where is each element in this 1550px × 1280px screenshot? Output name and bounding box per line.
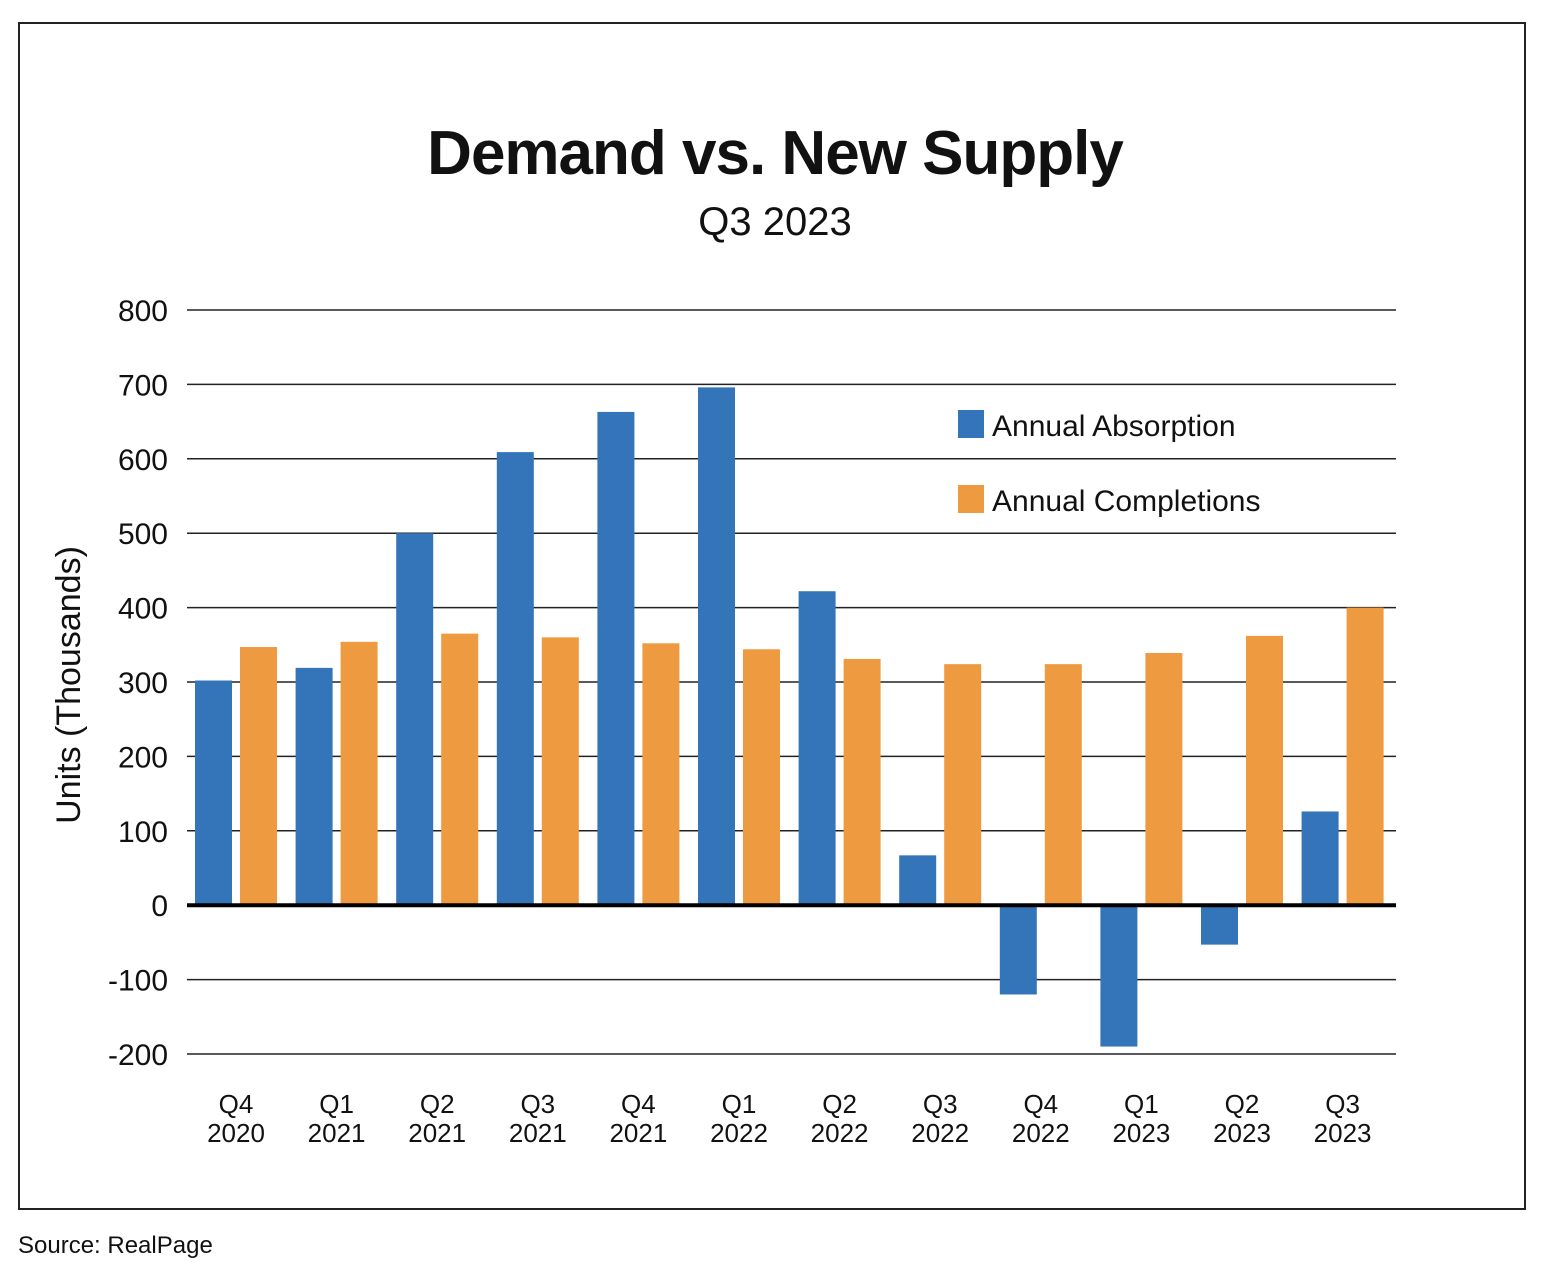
legend-label-absorption: Annual Absorption	[992, 410, 1236, 443]
x-tick-label: 2023	[1314, 1118, 1372, 1148]
grid-lines	[187, 309, 1396, 1055]
x-tick-label: 2021	[509, 1118, 567, 1148]
y-tick-label: 100	[118, 816, 168, 849]
absorption-bar	[295, 667, 333, 906]
x-tick-label: Q3	[520, 1089, 555, 1119]
absorption-bar	[698, 387, 735, 906]
absorption-bar	[1201, 905, 1238, 945]
completions-bar	[944, 664, 982, 906]
completions-bar	[1044, 664, 1082, 906]
y-tick-label: 400	[118, 593, 168, 626]
chart-title: Demand vs. New Supply	[427, 119, 1124, 188]
y-axis-label: Units (Thousands)	[50, 546, 88, 824]
completions-bar	[240, 647, 277, 906]
y-tick-label: 600	[118, 444, 168, 477]
absorption-bar	[396, 533, 434, 906]
x-tick-label: 2023	[1213, 1118, 1271, 1148]
absorption-bar	[798, 591, 836, 906]
completions-bar	[642, 643, 680, 906]
chart-frame	[18, 22, 1526, 1210]
absorption-bar	[195, 680, 232, 906]
x-tick-label: 2022	[710, 1118, 768, 1148]
y-tick-label: 0	[151, 890, 168, 923]
y-tick-label: 700	[118, 369, 168, 402]
x-tick-label: Q4	[219, 1089, 254, 1119]
legend-swatch-absorption	[958, 410, 984, 438]
x-tick-label: 2021	[308, 1118, 366, 1148]
x-tick-labels: Q42020Q12021Q22021Q32021Q42021Q12022Q220…	[207, 1089, 1371, 1148]
chart-subtitle: Q3 2023	[698, 200, 852, 244]
x-tick-label: Q2	[420, 1089, 455, 1119]
absorption-bar	[597, 411, 635, 906]
y-tick-label: -100	[108, 965, 168, 998]
x-tick-label: 2022	[811, 1118, 869, 1148]
x-tick-label: Q1	[1124, 1089, 1159, 1119]
x-tick-label: Q1	[319, 1089, 354, 1119]
bars	[195, 387, 1384, 1047]
x-tick-label: 2021	[609, 1118, 667, 1148]
x-tick-label: Q1	[722, 1089, 757, 1119]
legend: Annual Absorption Annual Completions	[958, 410, 1261, 518]
y-tick-labels: 800 700 600 500 400 300 200 100 0 -100 -200	[108, 295, 168, 1072]
x-tick-label: Q4	[1023, 1089, 1058, 1119]
absorption-bar	[1301, 811, 1339, 906]
completions-bar	[340, 641, 378, 906]
x-tick-label: Q3	[1325, 1089, 1360, 1119]
completions-bar	[1246, 635, 1283, 906]
y-tick-label: 200	[118, 741, 168, 774]
absorption-bar	[899, 855, 937, 906]
x-tick-label: Q4	[621, 1089, 656, 1119]
legend-swatch-completions	[958, 485, 984, 513]
y-tick-label: 500	[118, 518, 168, 551]
x-tick-label: 2022	[911, 1118, 969, 1148]
completions-bar	[1346, 607, 1384, 906]
x-tick-label: 2021	[408, 1118, 466, 1148]
completions-bar	[1145, 652, 1183, 906]
absorption-bar	[999, 905, 1037, 995]
y-tick-label: 800	[118, 295, 168, 328]
x-tick-label: Q3	[923, 1089, 958, 1119]
completions-bar	[441, 633, 479, 906]
x-tick-label: Q2	[1225, 1089, 1260, 1119]
x-tick-label: 2022	[1012, 1118, 1070, 1148]
completions-bar	[843, 658, 881, 906]
completions-bar	[743, 649, 780, 906]
legend-label-completions: Annual Completions	[992, 485, 1261, 518]
y-tick-label: 300	[118, 667, 168, 700]
x-tick-label: 2023	[1112, 1118, 1170, 1148]
x-tick-label: Q2	[822, 1089, 857, 1119]
absorption-bar	[1100, 905, 1138, 1047]
absorption-bar	[496, 452, 534, 906]
source-note: Source: RealPage	[18, 1232, 213, 1259]
x-tick-label: 2020	[207, 1118, 265, 1148]
y-tick-label: -200	[108, 1039, 168, 1072]
completions-bar	[541, 637, 579, 906]
